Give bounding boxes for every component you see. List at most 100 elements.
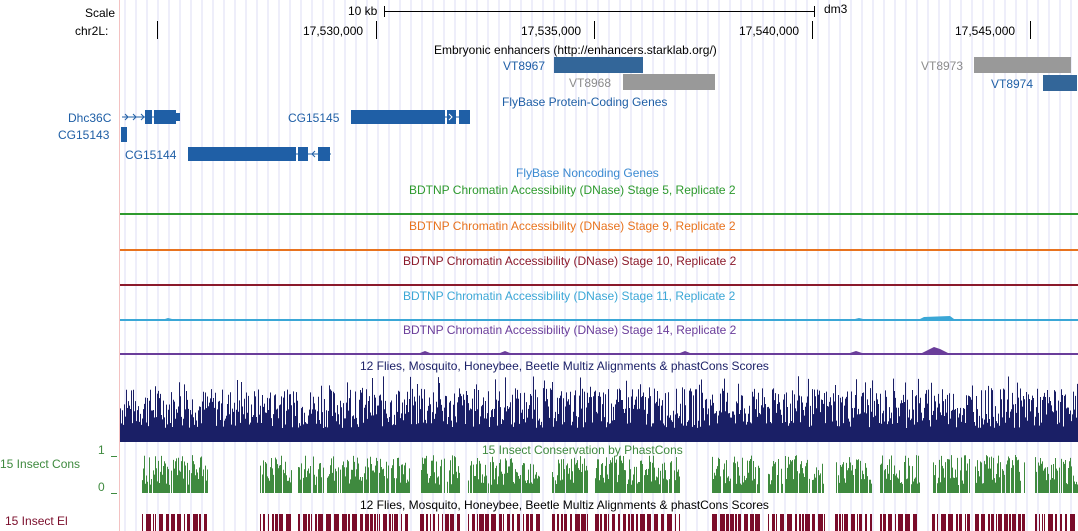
gene-label-cg15143[interactable]: CG15143 [58, 128, 110, 142]
element-block [1070, 514, 1075, 531]
scale-bar [384, 11, 814, 12]
gene-model-cg15143[interactable] [121, 127, 127, 142]
element-block [768, 514, 769, 531]
element-block [755, 514, 760, 531]
element-block [342, 514, 347, 531]
phastcons-ymin-tick [111, 493, 117, 494]
multiz-signal [120, 376, 1078, 442]
element-block [420, 514, 424, 531]
element-block [146, 514, 151, 531]
chrom-label: chr2L: [75, 24, 109, 38]
element-block [988, 514, 990, 531]
element-block [564, 514, 567, 531]
element-block [880, 514, 882, 531]
gene-model-dhc36c[interactable] [120, 108, 182, 126]
element-block [204, 514, 207, 531]
gene-model-cg15145[interactable] [350, 108, 472, 126]
scale-label: Scale [85, 6, 116, 20]
enhancer-label-vt8973[interactable]: VT8973 [921, 59, 964, 73]
ruler-position: 17,540,000 [739, 24, 800, 38]
gene-label-cg15145[interactable]: CG15145 [288, 111, 340, 125]
element-block [1004, 514, 1008, 531]
element-block [941, 514, 946, 531]
element-block [587, 514, 588, 531]
element-block [750, 514, 754, 531]
gene-label-cg15144[interactable]: CG15144 [125, 148, 177, 162]
element-block [392, 514, 393, 531]
enhancer-label-vt8968[interactable]: VT8968 [569, 76, 612, 90]
element-block [438, 514, 439, 531]
element-block [507, 514, 510, 531]
element-block [360, 514, 363, 531]
element-block [570, 514, 572, 531]
element-block [802, 514, 804, 531]
element-block [623, 514, 626, 531]
element-block [326, 514, 331, 531]
element-block [1035, 514, 1037, 531]
element-block [1022, 514, 1025, 531]
gene-model-cg15144[interactable] [187, 145, 333, 163]
scale-bar-text: 10 kb [348, 4, 378, 18]
element-block [405, 514, 408, 531]
ruler-position: 17,530,000 [303, 24, 364, 38]
element-block [883, 514, 886, 531]
enhancer-block-vt8973[interactable] [974, 57, 1071, 73]
element-block [394, 514, 398, 531]
element-block [153, 514, 154, 531]
element-block [433, 514, 435, 531]
elements-track-title: 12 Flies, Mosquito, Honeybee, Beetle Mul… [360, 498, 769, 512]
element-block [654, 514, 658, 531]
element-block [279, 514, 283, 531]
dnase-stage10-signal [120, 284, 1078, 286]
element-block [430, 514, 431, 531]
elements-signal [142, 514, 1075, 531]
element-block [379, 514, 380, 531]
elements-left-label[interactable]: 15 Insect El [5, 514, 68, 528]
element-block [812, 514, 815, 531]
element-block [268, 514, 269, 531]
element-block [595, 514, 599, 531]
element-block [612, 514, 615, 531]
enhancer-label-vt8967[interactable]: VT8967 [503, 59, 546, 73]
element-block [851, 514, 855, 531]
element-block [824, 514, 825, 531]
dnase-stage14-signal [120, 347, 1078, 355]
element-block [171, 514, 175, 531]
phastcons-ymin: 0 [98, 480, 105, 494]
phastcons-left-label[interactable]: 15 Insect Cons [0, 457, 81, 471]
element-block [647, 514, 651, 531]
element-block [667, 514, 672, 531]
element-block [512, 514, 514, 531]
enhancer-block-vt8974[interactable] [1043, 75, 1077, 91]
element-block [275, 514, 278, 531]
element-block [561, 514, 563, 531]
multiz-track-title: 12 Flies, Mosquito, Honeybee, Beetle Mul… [360, 359, 769, 373]
element-block [744, 514, 748, 531]
element-block [981, 514, 985, 531]
element-block [726, 514, 729, 531]
enhancer-label-vt8974[interactable]: VT8974 [991, 77, 1034, 91]
element-block [895, 514, 896, 531]
element-block [1039, 514, 1040, 531]
element-block [956, 514, 958, 531]
enhancer-block-vt8968[interactable] [623, 74, 715, 90]
element-block [348, 514, 350, 531]
element-block [738, 514, 741, 531]
enhancer-block-vt8967[interactable] [554, 57, 643, 73]
element-block [965, 514, 966, 531]
dnase-stage5-title: BDTNP Chromatin Accessibility (DNase) St… [409, 183, 736, 197]
element-block [517, 514, 520, 531]
element-block [477, 514, 478, 531]
element-block [177, 514, 181, 531]
element-block [1009, 514, 1011, 531]
element-block [370, 514, 373, 531]
element-block [1012, 514, 1016, 531]
element-block [352, 514, 357, 531]
element-block [780, 514, 784, 531]
element-block [608, 514, 609, 531]
element-block [166, 514, 169, 531]
element-block [503, 514, 504, 531]
gene-label-dhc36c[interactable]: Dhc36C [68, 111, 112, 125]
element-block [888, 514, 892, 531]
element-block [913, 514, 917, 531]
